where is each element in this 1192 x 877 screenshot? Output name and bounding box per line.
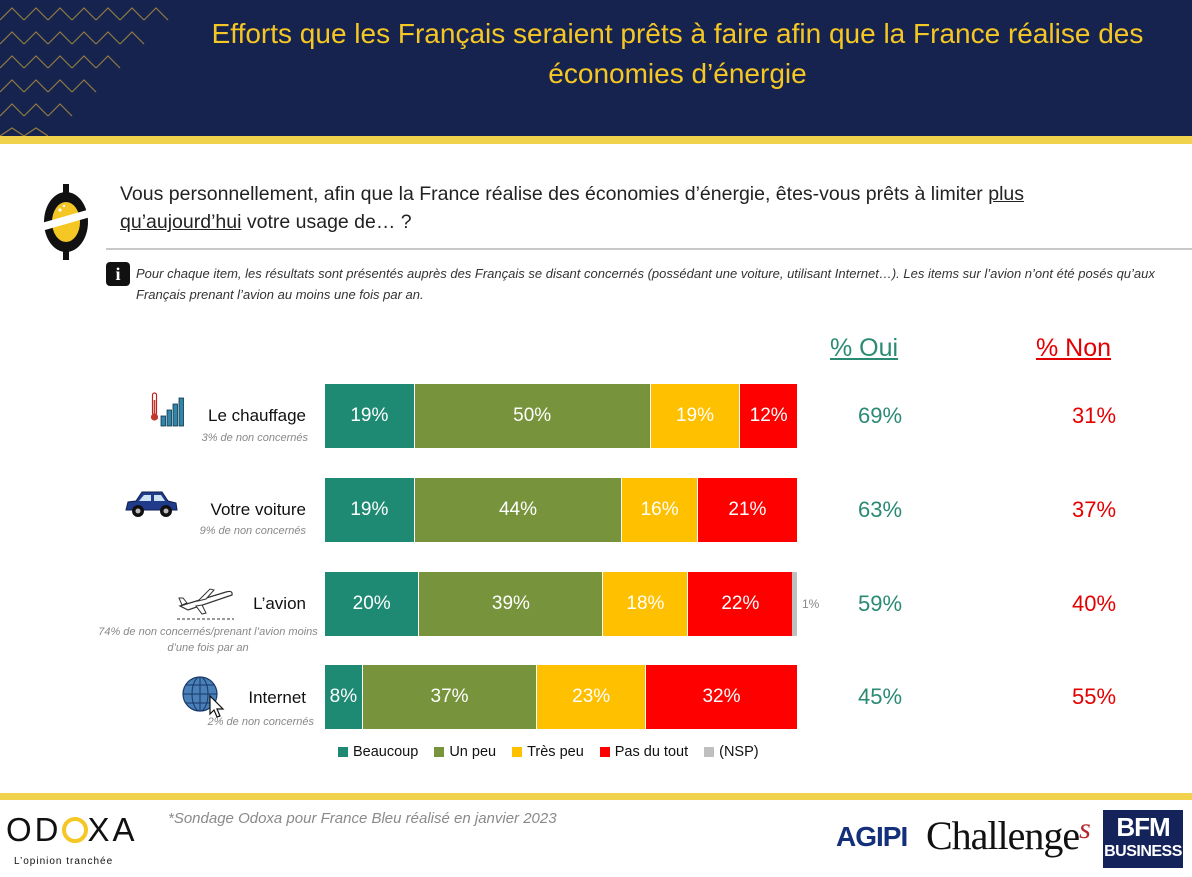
odoxa-logo: OD XA (6, 811, 138, 849)
question-emphasis: plus qu’aujourd’hui (120, 183, 1024, 233)
airplane-icon (177, 588, 234, 620)
legend-label: Pas du tout (614, 744, 689, 760)
bar-segment-voiture-un-peu: 44% (414, 478, 623, 542)
odoxa-o-mark (61, 817, 88, 843)
legend-item: (NSP) (704, 744, 759, 760)
row-sub-avion: 74% de non concernés/prenant l’avion moi… (98, 626, 318, 654)
bar-segment-chauffage-beaucoup: 19% (325, 384, 415, 448)
survey-question: Vous personnellement, afin que la France… (120, 180, 1120, 236)
row-label-chauffage: Le chauffage (208, 406, 306, 425)
bfm-business-logo: BFM BUSINESS (1103, 810, 1183, 868)
legend-swatch (512, 747, 523, 757)
legend-item: Pas du tout (599, 744, 689, 760)
column-header-oui: % Oui (830, 334, 899, 362)
bar-segment-internet-un-peu: 37% (362, 665, 538, 729)
question-text-1: Vous personnellement, afin que la France… (120, 183, 989, 205)
car-icon (125, 491, 178, 517)
thermometer-bars-icon (150, 392, 184, 427)
page-title: Efforts que les Français seraient prêts … (211, 18, 1144, 89)
odoxa-logo-text-2: XA (87, 811, 138, 848)
info-icon: i (106, 262, 130, 286)
agipi-logo: AGIPI (832, 808, 908, 868)
bar-segment-internet-très-peu: 23% (537, 665, 646, 729)
agipi-logo-text: AGIPI (836, 821, 908, 852)
legend-swatch (434, 747, 445, 757)
footer-divider (0, 793, 1192, 800)
bar-segment-avion-pas-du-tout: 22% (688, 572, 793, 636)
bar-segment-chauffage-très-peu: 19% (650, 384, 741, 448)
bar-segment-voiture-très-peu: 16% (622, 478, 698, 542)
chart-legend: Beaucoup Un peu Très peu Pas du tout (NSP) (338, 744, 759, 760)
chevron-pattern (0, 7, 169, 136)
bar-segment-internet-pas-du-tout: 32% (645, 665, 797, 729)
row-sub-chauffage: 3% de non concernés (201, 432, 308, 444)
bar-segment-voiture-beaucoup: 19% (325, 478, 415, 542)
challenges-logo-s: s (1079, 812, 1091, 845)
odoxa-o-icon (38, 184, 94, 260)
challenges-logo: Challenges (926, 812, 1091, 859)
bfm-logo-line1: BFM (1116, 812, 1170, 842)
bar-segment-voiture-pas-du-tout: 21% (697, 478, 797, 542)
pct-oui-internet: 45% (858, 684, 903, 709)
legend-label: Très peu (527, 744, 584, 760)
header-divider (0, 136, 1192, 144)
bfm-logo-line2: BUSINESS (1104, 843, 1182, 860)
globe-cursor-icon (182, 676, 225, 718)
bar-segment-chauffage-pas-du-tout: 12% (740, 384, 797, 448)
legend-swatch (338, 747, 348, 757)
bar-segment-chauffage-un-peu: 50% (414, 384, 651, 448)
pct-non-chauffage: 31% (1072, 403, 1117, 428)
challenges-logo-text: Challenge (926, 813, 1080, 858)
row-label-voiture: Votre voiture (210, 500, 306, 519)
row-label-internet: Internet (248, 688, 306, 707)
row-label-avion: L’avion (253, 594, 306, 613)
pct-oui-voiture: 63% (858, 497, 903, 522)
question-text-2: votre usage de… ? (241, 211, 412, 233)
source-note: *Sondage Odoxa pour France Bleu réalisé … (168, 810, 557, 827)
legend-label: Beaucoup (353, 744, 419, 760)
legend-swatch (599, 747, 610, 757)
row-sub-internet: 2% de non concernés (207, 716, 314, 728)
odoxa-tagline: L’opinion tranchée (14, 856, 114, 867)
pct-non-voiture: 37% (1072, 497, 1117, 522)
column-header-non: % Non (1036, 334, 1112, 362)
value-label-avion-nsp: 1% (802, 597, 820, 611)
legend-label: (NSP) (719, 744, 759, 760)
bar-segment-avion-beaucoup: 20% (325, 572, 420, 636)
legend-label: Un peu (449, 744, 497, 760)
legend-item: Un peu (434, 744, 496, 760)
row-sub-voiture: 9% de non concernés (199, 525, 306, 537)
divider-line (106, 248, 1192, 250)
pct-non-internet: 55% (1072, 684, 1117, 709)
legend-item: Très peu (512, 744, 584, 760)
header-banner: Efforts que les Français seraient prêts … (0, 0, 1192, 136)
bar-segment-internet-beaucoup: 8% (325, 665, 363, 729)
bar-segment-avion-nsp (792, 572, 797, 636)
pct-oui-chauffage: 69% (858, 403, 903, 428)
odoxa-logo-text-1: OD (6, 811, 62, 848)
bar-segment-avion-un-peu: 39% (419, 572, 604, 636)
methodology-note: Pour chaque item, les résultats sont pré… (136, 266, 1155, 302)
bar-segment-avion-très-peu: 18% (603, 572, 689, 636)
legend-swatch (704, 747, 715, 757)
legend-item: Beaucoup (338, 744, 418, 760)
pct-non-avion: 40% (1072, 591, 1117, 616)
pct-oui-avion: 59% (858, 591, 903, 616)
